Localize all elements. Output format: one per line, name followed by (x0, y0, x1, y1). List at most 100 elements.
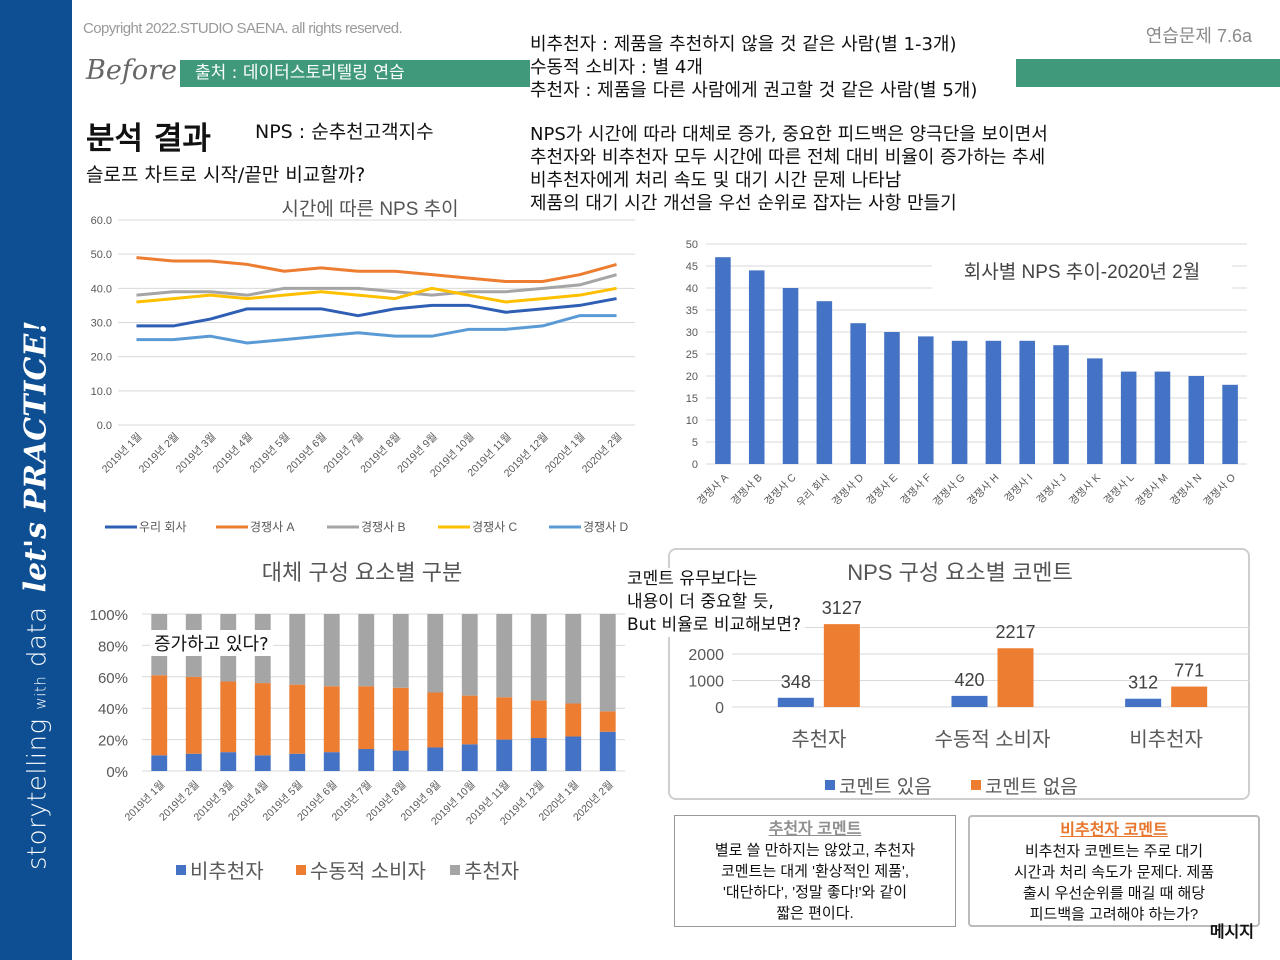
box-line: '대단하다', '정말 좋다!'와 같이 (722, 884, 908, 901)
series-line (136, 297, 617, 328)
y-tick-label: 35 (686, 305, 698, 317)
y-tick-label: 5 (692, 437, 698, 449)
legend-swatch (176, 865, 186, 875)
bar (777, 697, 814, 707)
x-tick-label: 경쟁사 E (863, 471, 900, 508)
stacked-segment (392, 687, 409, 751)
stacked-segment (461, 744, 478, 771)
sidebar-vertical-text: storytelling with data let's PRACTICE! (19, 321, 54, 870)
x-tick-label: 경쟁사 C (762, 471, 799, 508)
nps-trend-line-chart: 시간에 따른 NPS 추이 0.0 10.0 20.0 30.0 40.0 50.0 60.… (91, 198, 635, 534)
bar (715, 257, 731, 464)
stacked-segment (530, 700, 547, 739)
series-line (136, 256, 617, 283)
legend-label: 코멘트 있음 (839, 776, 932, 798)
stacked-segment (358, 686, 375, 750)
box-title: 추천자 코멘트 (768, 821, 862, 838)
stacked-segment (151, 675, 168, 756)
data-label: 771 (1174, 661, 1204, 681)
bar (1188, 376, 1205, 464)
message-label: 메시지 (1209, 922, 1254, 941)
source-banner: 출처 : 데이터스토리텔링 연습 (180, 60, 530, 87)
stacked-segment (565, 703, 582, 737)
y-tick-label: 15 (686, 393, 698, 405)
annotation-comment-note: 코멘트 유무보다는 내용이 더 중요할 듯, But 비율로 비교해보면? (627, 568, 806, 637)
stacked-segment (289, 614, 306, 685)
y-tick-label: 30.0 (91, 318, 112, 330)
x-tick-label: 경쟁사 M (1133, 471, 1171, 509)
insights-list: NPS가 시간에 따라 대체로 증가, 중요한 피드백은 양극단을 보이면서 추… (530, 123, 1048, 215)
x-tick-label: 추천자 (791, 728, 846, 751)
stacked-segment (358, 614, 375, 687)
box-line: 코멘트는 대게 '환상적인 제품', (721, 863, 909, 880)
legend-label: 비추천자 (190, 860, 264, 883)
legend-label: 경쟁사 B (361, 520, 405, 534)
box-line: 비추천자 코멘트는 주로 대기 (1024, 843, 1204, 860)
stacked-segment (496, 614, 513, 698)
page-title: 분석 결과 (86, 121, 211, 157)
x-tick-label: 경쟁사 L (1101, 471, 1137, 507)
box-line: 별로 쓸 만하지는 않았고, 추천자 (714, 842, 916, 859)
y-tick-label: 40% (98, 701, 128, 718)
stacked-segment (289, 684, 306, 754)
x-tick-label: 2020년 2월 (580, 431, 625, 476)
bar (1154, 371, 1171, 464)
y-tick-label: 10.0 (91, 386, 112, 398)
y-tick-label: 10 (686, 415, 698, 427)
y-tick-label: 30 (686, 327, 698, 339)
before-label: Before (86, 55, 177, 86)
y-tick-label: 20% (98, 733, 128, 750)
x-tick-label: 경쟁사 B (728, 471, 765, 508)
stacked-segment (461, 695, 478, 745)
box-line: 피드백을 고려해야 하는가? (1029, 906, 1199, 923)
bar (816, 301, 833, 464)
data-label: 2217 (995, 622, 1035, 642)
legend-label: 코멘트 없음 (985, 776, 1078, 798)
stacked-segment (185, 753, 202, 771)
legend-label: 경쟁사 C (472, 520, 517, 534)
x-tick-label: 경쟁사 D (829, 471, 866, 508)
stacked-segment (323, 686, 340, 753)
chart-title: 대체 구성 요소별 구분 (262, 560, 463, 585)
definition-detractor: 비추천자 : 제품을 추천하지 않을 것 같은 사람(별 1-3개) (530, 34, 957, 55)
bar (1087, 358, 1103, 464)
detractor-comment-box: 비추천자 코멘트 비추천자 코멘트는 주로 대기 시간과 처리 속도가 문제다.… (968, 815, 1260, 927)
insight-line: NPS가 시간에 따라 대체로 증가, 중요한 피드백은 양극단을 보이면서 (530, 124, 1048, 145)
x-tick-label: 경쟁사 J (1034, 471, 1069, 506)
insight-line: 제품의 대기 시간 개선을 우선 순위로 잡자는 사항 만들기 (530, 193, 957, 214)
legend-swatch (971, 780, 981, 790)
stacked-segment (565, 614, 582, 704)
y-tick-label: 40.0 (91, 283, 112, 295)
series-line (136, 314, 617, 345)
bar (1222, 384, 1238, 464)
stacked-segment (496, 697, 513, 740)
stacked-segment (289, 753, 306, 771)
x-tick-label: 경쟁사 O (1201, 471, 1239, 509)
stacked-segment (461, 614, 478, 696)
comments-bar-chart: NPS 구성 요소별 코멘트 0 1000 2000 348 3127 420 2217 31… (688, 560, 1250, 798)
chart-title-bg (932, 252, 1232, 290)
bar (884, 332, 900, 464)
stacked-segment (254, 683, 271, 756)
y-tick-label: 80% (98, 638, 128, 655)
bar (1019, 340, 1035, 464)
stacked-segment (392, 750, 409, 771)
bar (823, 624, 860, 707)
data-label: 3127 (822, 598, 862, 618)
y-tick-label: 60% (98, 670, 128, 687)
y-tick-label: 50 (686, 239, 698, 251)
x-tick-label: 경쟁사 H (964, 471, 1001, 508)
bar (1171, 686, 1208, 707)
copyright-text: Copyright 2022.STUDIO SAENA. all rights … (83, 20, 403, 37)
exercise-id: 연습문제 7.6a (1145, 26, 1252, 46)
series-line (136, 286, 617, 304)
stacked-segment (530, 614, 547, 701)
legend-label: 추천자 (464, 860, 519, 883)
stacked-segment (427, 614, 444, 693)
chart-title: 회사별 NPS 추이-2020년 2월 (964, 261, 1200, 283)
x-tick-label: 경쟁사 K (1066, 471, 1103, 508)
legend-label: 경쟁사 A (250, 520, 294, 534)
y-tick-label: 20.0 (91, 352, 112, 364)
y-tick-label: 0% (106, 764, 128, 781)
nps-definition: NPS : 순추천고객지수 (255, 121, 434, 143)
